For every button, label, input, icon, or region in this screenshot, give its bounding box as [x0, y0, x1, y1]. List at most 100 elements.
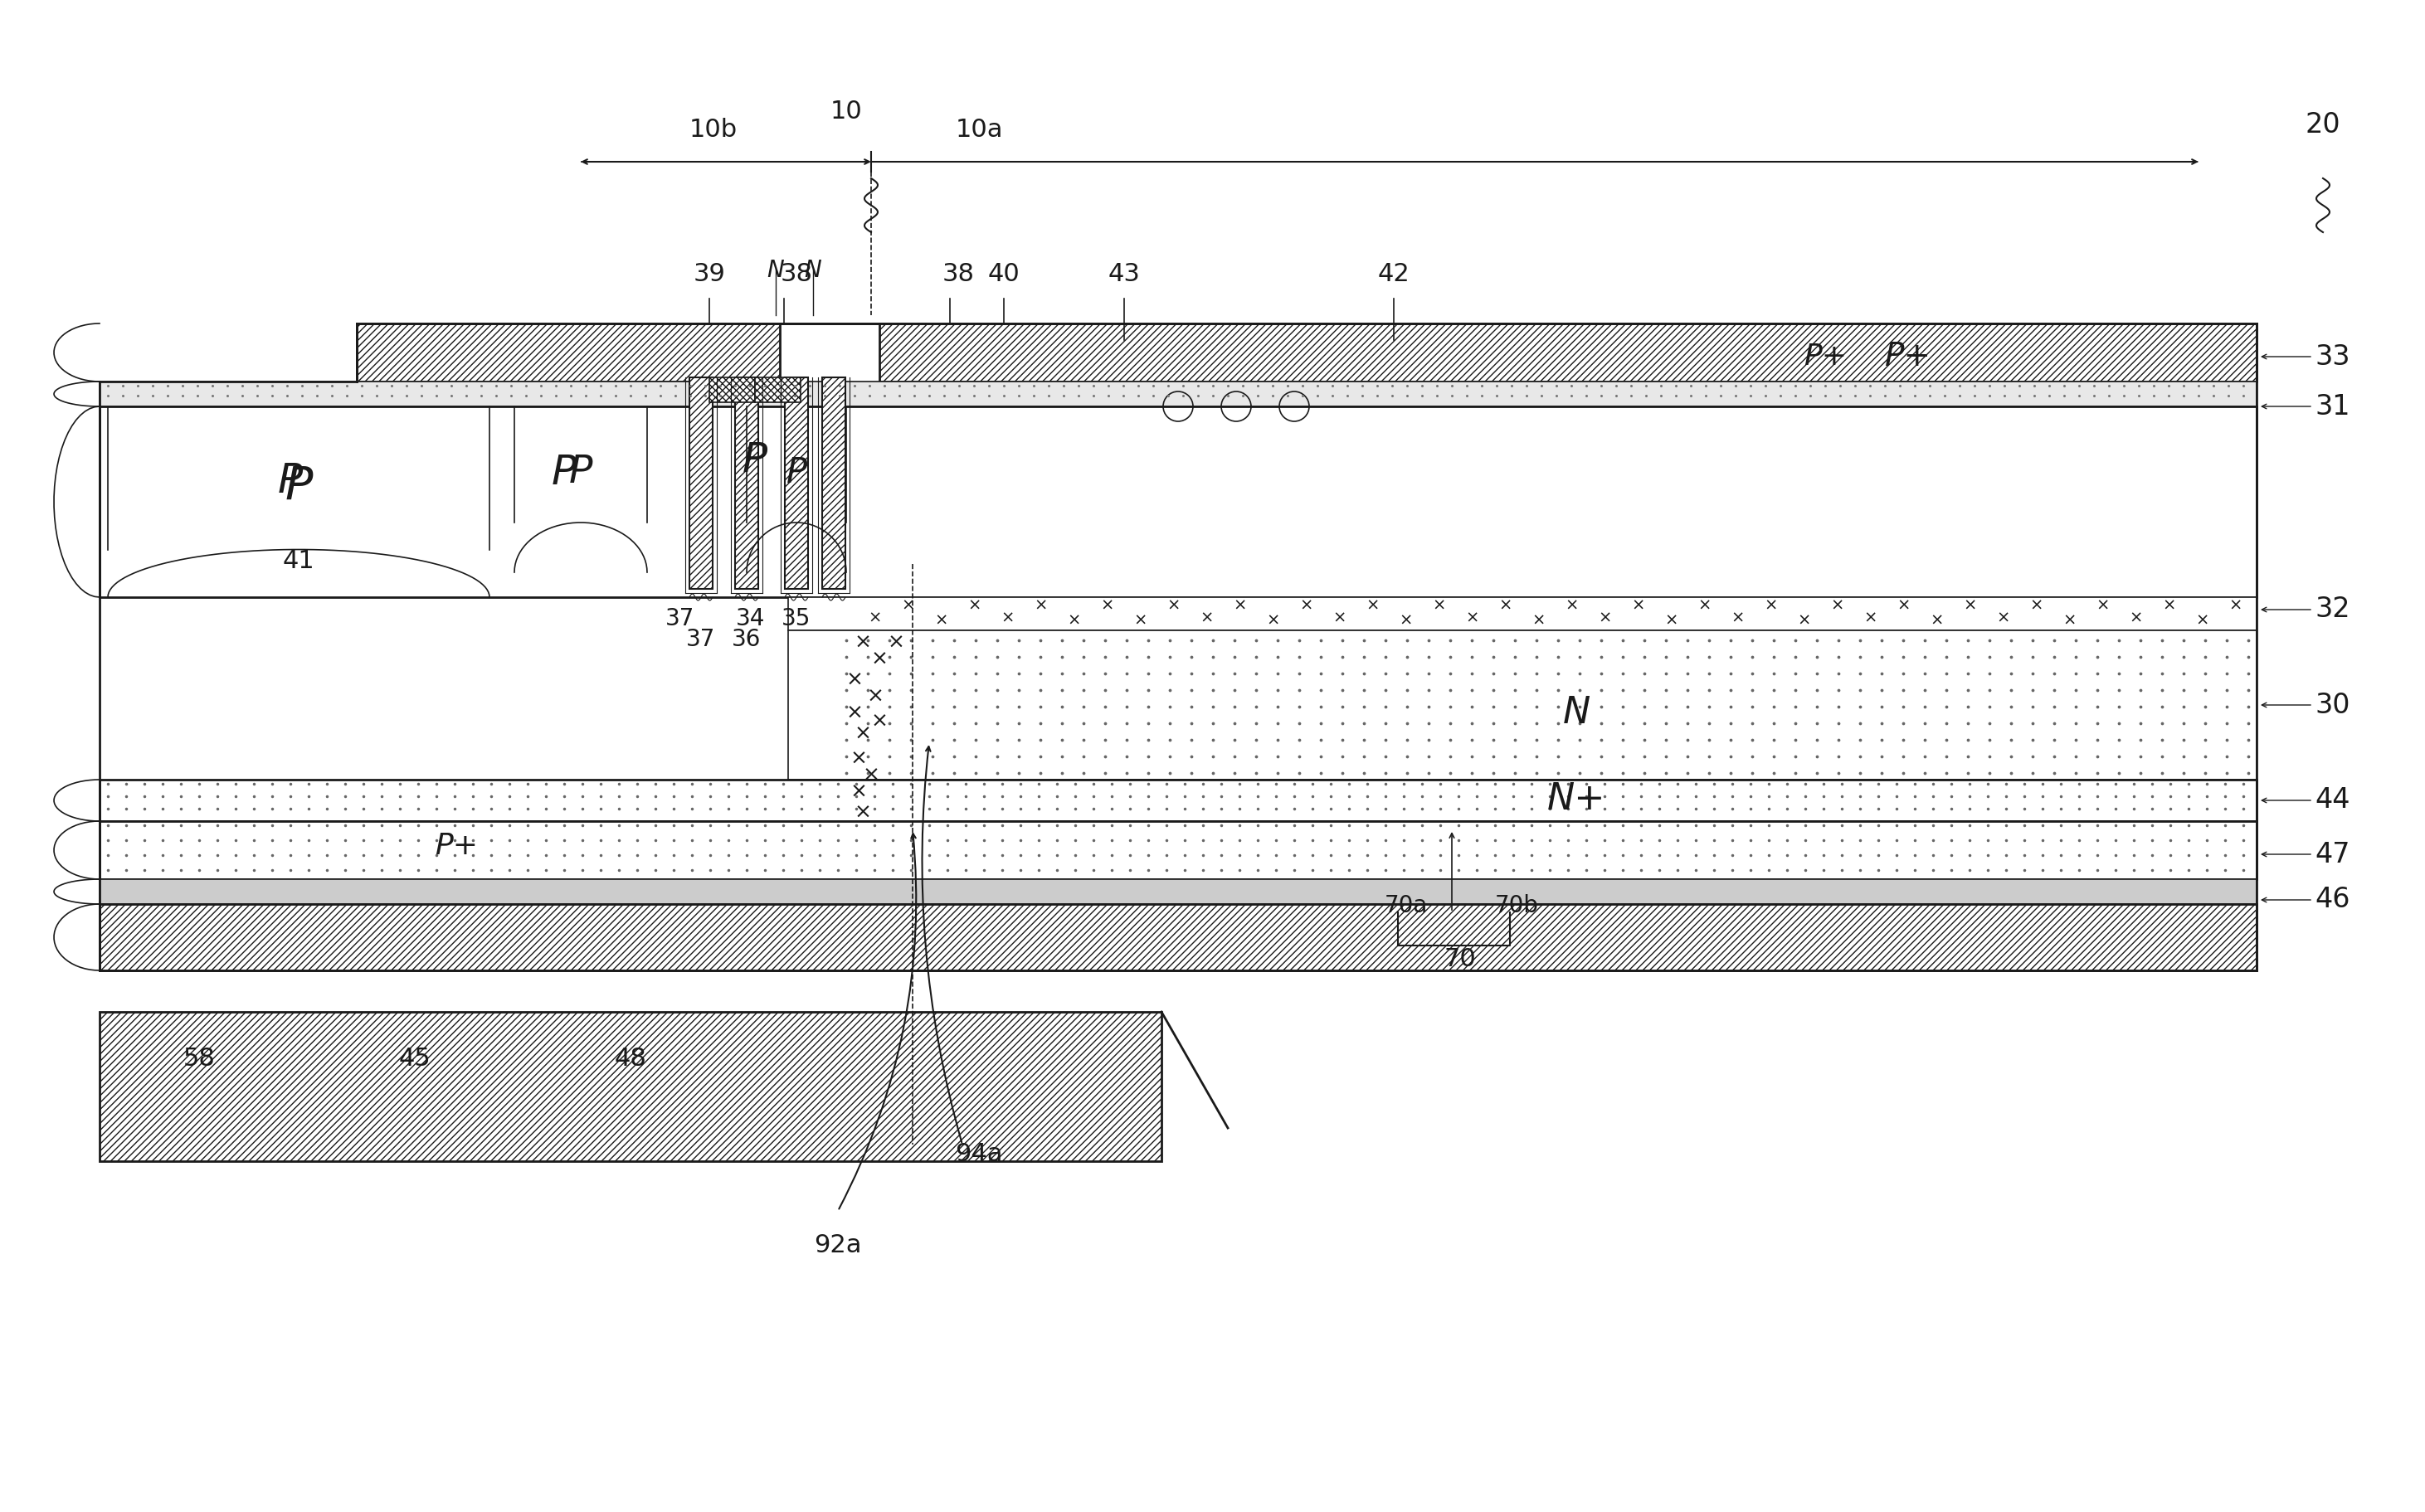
Text: ×: ×: [1797, 612, 1811, 629]
Text: ×: ×: [1300, 597, 1314, 614]
Text: 10b: 10b: [689, 118, 737, 142]
Text: 40: 40: [987, 262, 1021, 286]
Text: ×: ×: [2229, 597, 2243, 614]
Text: P: P: [742, 440, 766, 481]
Bar: [711, 378, 754, 402]
Text: ×: ×: [1632, 597, 1644, 614]
Text: ×: ×: [1035, 597, 1048, 614]
Text: 58: 58: [182, 1046, 216, 1070]
Text: 94a: 94a: [955, 1142, 1004, 1166]
Text: ×: ×: [1896, 597, 1911, 614]
Text: ×: ×: [1135, 612, 1147, 629]
Bar: [356, 324, 781, 381]
Bar: [788, 597, 2258, 631]
Bar: [754, 378, 800, 402]
Text: ×: ×: [854, 634, 871, 653]
Text: ×: ×: [1433, 597, 1445, 614]
Text: ×: ×: [1266, 612, 1280, 629]
Text: 48: 48: [614, 1046, 647, 1070]
Text: 37: 37: [686, 627, 715, 652]
Text: ×: ×: [902, 597, 914, 614]
Text: 70a: 70a: [1385, 894, 1428, 918]
Bar: [99, 1012, 1162, 1161]
Text: 70b: 70b: [1494, 894, 1537, 918]
Bar: [99, 904, 2258, 971]
Text: ×: ×: [888, 634, 905, 653]
Text: 36: 36: [732, 627, 761, 652]
Text: P+: P+: [1884, 340, 1930, 372]
Text: ×: ×: [1996, 609, 2010, 626]
Bar: [99, 878, 2258, 904]
Bar: [880, 324, 2258, 381]
Text: ×: ×: [1067, 612, 1082, 629]
Text: 10: 10: [829, 100, 863, 124]
Text: ×: ×: [846, 670, 863, 689]
Text: ×: ×: [968, 597, 982, 614]
Text: ×: ×: [849, 748, 868, 770]
Bar: [788, 631, 2258, 780]
Text: ×: ×: [2129, 609, 2144, 626]
Text: 31: 31: [2313, 393, 2350, 420]
Text: 38: 38: [781, 262, 812, 286]
Text: ×: ×: [854, 724, 871, 744]
Text: ×: ×: [1399, 612, 1414, 629]
Text: ×: ×: [1964, 597, 1976, 614]
Text: 70: 70: [1443, 947, 1477, 971]
Text: ×: ×: [871, 712, 888, 732]
Text: ×: ×: [1697, 597, 1712, 614]
Text: ×: ×: [1465, 609, 1479, 626]
Text: N: N: [1562, 696, 1591, 732]
Text: 30: 30: [2313, 691, 2350, 718]
Bar: [99, 407, 2258, 597]
Text: ×: ×: [2163, 597, 2175, 614]
Text: ×: ×: [863, 765, 880, 785]
Text: 38: 38: [941, 262, 975, 286]
Text: 34: 34: [737, 608, 766, 631]
Text: ×: ×: [846, 703, 863, 723]
Text: N: N: [805, 259, 822, 283]
Text: ×: ×: [1101, 597, 1116, 614]
Bar: [99, 780, 2258, 821]
Text: ×: ×: [1200, 609, 1215, 626]
Text: ×: ×: [1166, 597, 1181, 614]
Text: 41: 41: [284, 549, 315, 573]
Text: P: P: [284, 464, 313, 508]
Text: ×: ×: [1002, 609, 1014, 626]
Text: ×: ×: [1499, 597, 1513, 614]
Text: ×: ×: [868, 609, 883, 626]
Bar: [689, 378, 713, 588]
Bar: [735, 378, 759, 588]
Text: 37: 37: [664, 608, 696, 631]
Text: 92a: 92a: [815, 1234, 861, 1258]
Text: P+: P+: [434, 832, 478, 860]
Text: 39: 39: [694, 262, 725, 286]
Text: ×: ×: [1865, 609, 1877, 626]
Text: 45: 45: [398, 1046, 432, 1070]
Text: P: P: [550, 454, 577, 493]
Text: P+: P+: [1804, 343, 1848, 370]
Text: 10a: 10a: [955, 118, 1004, 142]
Text: P: P: [570, 454, 592, 491]
Text: ×: ×: [2030, 597, 2044, 614]
Text: 44: 44: [2313, 786, 2350, 813]
Text: ×: ×: [2197, 612, 2209, 629]
Text: ×: ×: [1765, 597, 1778, 614]
Text: ×: ×: [854, 803, 871, 823]
Bar: [99, 821, 2258, 878]
Text: ×: ×: [1731, 609, 1746, 626]
Text: 42: 42: [1377, 262, 1409, 286]
Text: ×: ×: [866, 686, 885, 706]
Text: 33: 33: [2313, 343, 2350, 370]
Text: ×: ×: [871, 650, 888, 670]
Text: N: N: [766, 259, 783, 283]
Text: 35: 35: [781, 608, 810, 631]
Bar: [822, 378, 846, 588]
Text: ×: ×: [1334, 609, 1346, 626]
Text: P: P: [279, 461, 303, 500]
Text: ×: ×: [1598, 609, 1613, 626]
Text: 43: 43: [1108, 262, 1140, 286]
Bar: [99, 381, 2258, 407]
Text: ×: ×: [1567, 597, 1579, 614]
Text: ×: ×: [2095, 597, 2110, 614]
Text: ×: ×: [1365, 597, 1380, 614]
